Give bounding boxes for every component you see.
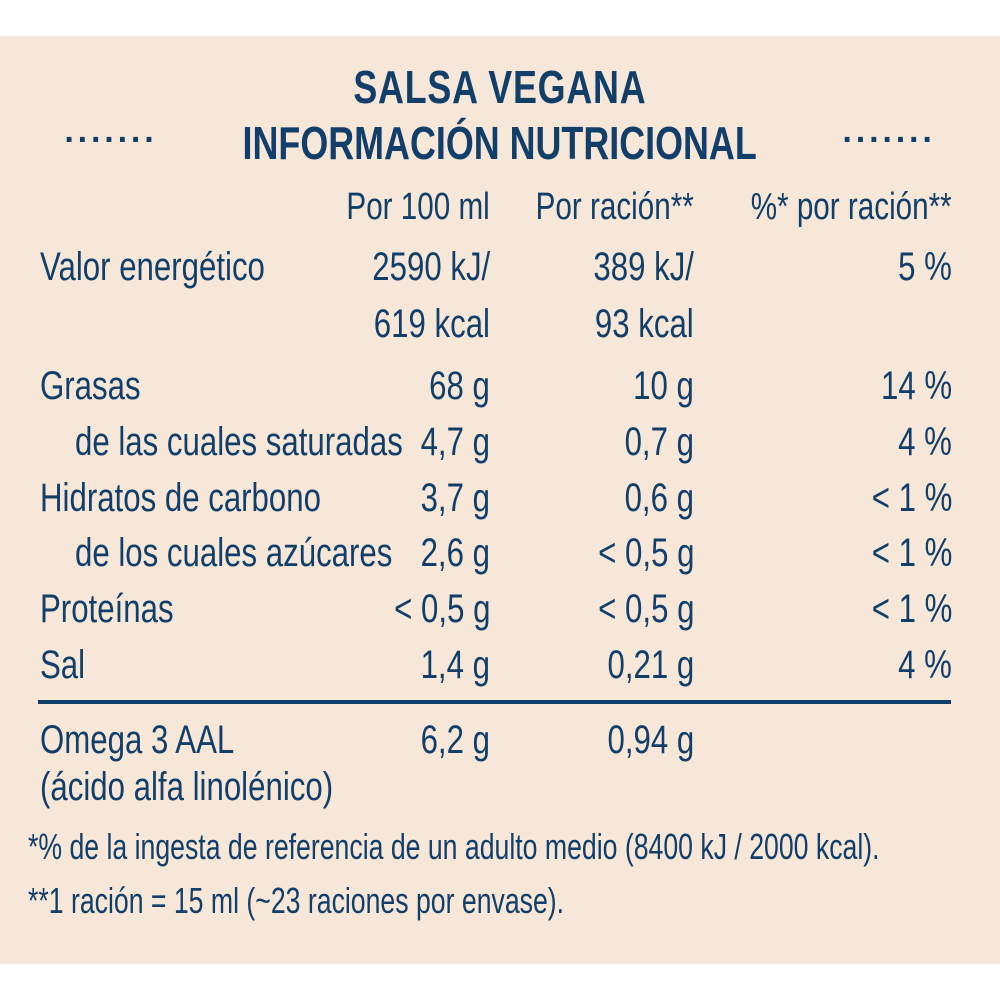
value-per-serving: < 0,5 g (597, 531, 694, 575)
header-pct-per-serving: %* por ración** (751, 186, 952, 228)
value-per-100ml: 3,7 g (420, 476, 490, 520)
table-divider (38, 700, 951, 704)
row-label: Proteínas (40, 587, 174, 631)
row-label: Hidratos de carbono (40, 476, 321, 520)
footnote-serving-size: **1 ración = 15 ml (~23 raciones por env… (28, 880, 565, 921)
table-row: Proteínas < 0,5 g < 0,5 g < 1 % (0, 587, 1000, 641)
row-label: Valor energético (40, 245, 265, 289)
row-label: Grasas (40, 364, 141, 408)
section-heading-text: INFORMACIÓN NUTRICIONAL (242, 117, 758, 169)
value-per-serving: 0,7 g (624, 420, 694, 464)
row-label-detail: (ácido alfa linolénico) (40, 765, 334, 809)
value-pct: < 1 % (871, 531, 952, 575)
table-row: de las cuales saturadas 4,7 g 0,7 g 4 % (0, 420, 1000, 474)
table-row: Sal 1,4 g 0,21 g 4 % (0, 643, 1000, 697)
value-per-serving: 389 kJ/ (593, 245, 694, 289)
row-sublabel: de los cuales azúcares (75, 531, 393, 575)
table-header: Por 100 ml Por ración** %* por ración** (0, 186, 1000, 240)
value-per-100ml: < 0,5 g (393, 587, 490, 631)
dots-right-decoration: ······· (842, 121, 936, 159)
value-per-serving: 0,94 g (607, 718, 694, 762)
value-per-100ml: 2,6 g (420, 531, 490, 575)
row-label: Omega 3 AAL (40, 718, 235, 762)
value-pct: < 1 % (871, 587, 952, 631)
table-row-omega3: Omega 3 AAL 6,2 g 0,94 g (0, 718, 1000, 772)
value-pct: 4 % (898, 643, 952, 687)
row-label: Sal (40, 643, 86, 687)
value-per-100ml: 619 kcal (373, 302, 490, 346)
value-per-serving: 10 g (633, 364, 694, 408)
table-row: Valor energético 2590 kJ/ 389 kJ/ 5 % (0, 245, 1000, 299)
product-title-text: SALSA VEGANA (353, 61, 647, 113)
value-per-100ml: 1,4 g (420, 643, 490, 687)
section-heading: ······· INFORMACIÓN NUTRICIONAL ······· (0, 116, 1000, 170)
table-row-omega3-detail: (ácido alfa linolénico) (0, 765, 1000, 819)
header-per-serving: Por ración** (535, 186, 694, 228)
value-per-serving: 93 kcal (595, 302, 694, 346)
dots-left-decoration: ······· (64, 121, 158, 159)
value-per-100ml: 68 g (429, 364, 490, 408)
table-row: Hidratos de carbono 3,7 g 0,6 g < 1 % (0, 476, 1000, 530)
value-per-serving: 0,21 g (607, 643, 694, 687)
table-row: Grasas 68 g 10 g 14 % (0, 364, 1000, 418)
value-pct: < 1 % (871, 476, 952, 520)
product-title: SALSA VEGANA (0, 60, 1000, 114)
header-per-100ml: Por 100 ml (346, 186, 490, 228)
value-pct: 4 % (898, 420, 952, 464)
footnote-reference-intake: *% de la ingesta de referencia de un adu… (28, 826, 880, 867)
value-per-serving: < 0,5 g (597, 587, 694, 631)
value-per-100ml: 6,2 g (420, 718, 490, 762)
value-per-100ml: 2590 kJ/ (372, 245, 490, 289)
table-row: de los cuales azúcares 2,6 g < 0,5 g < 1… (0, 531, 1000, 585)
value-per-serving: 0,6 g (624, 476, 694, 520)
value-pct: 5 % (898, 245, 952, 289)
value-pct: 14 % (880, 364, 952, 408)
row-sublabel: de las cuales saturadas (75, 420, 403, 464)
value-per-100ml: 4,7 g (420, 420, 490, 464)
table-row: 619 kcal 93 kcal (0, 302, 1000, 356)
nutrition-label-panel (0, 36, 1000, 964)
